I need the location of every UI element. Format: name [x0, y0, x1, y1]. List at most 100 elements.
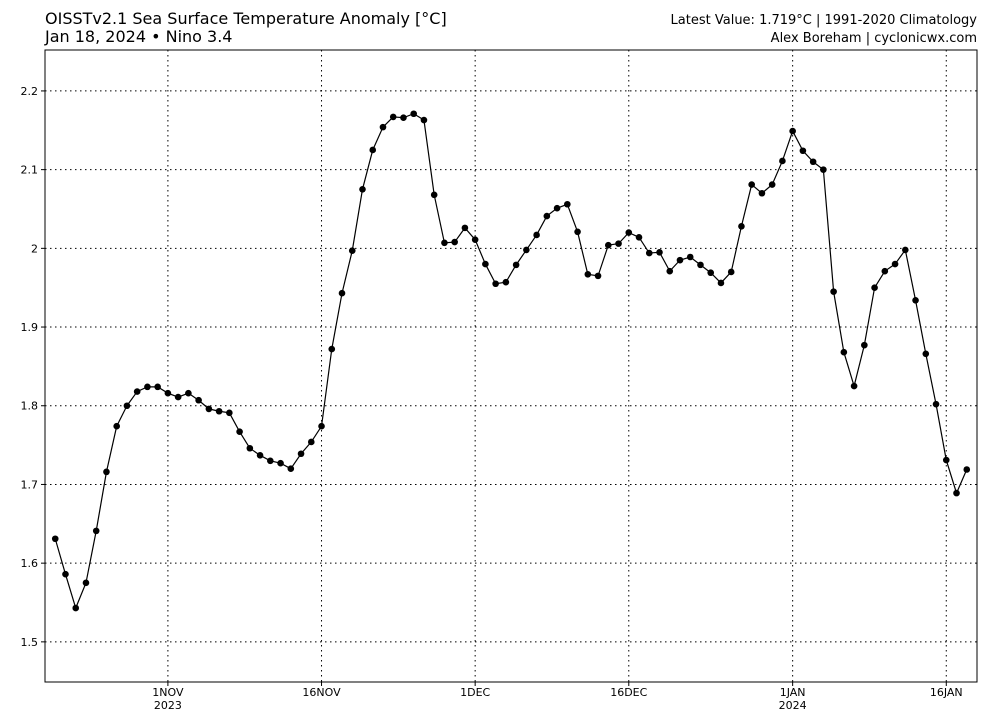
data-point [861, 341, 868, 349]
data-point [584, 271, 592, 278]
data-point [727, 268, 735, 276]
annotation: Latest Value: 1.719°C | 1991-2020 Climat… [671, 13, 978, 28]
data-point [51, 535, 59, 543]
x-tick-label: 1NOV [152, 686, 184, 699]
data-point [195, 396, 202, 404]
data-point [348, 247, 356, 254]
data-point [625, 229, 633, 236]
data-point [553, 204, 561, 212]
data-point [738, 222, 745, 230]
data-point [328, 345, 336, 353]
data-point [758, 189, 766, 197]
data-point [779, 157, 786, 165]
data-point [461, 224, 469, 232]
data-point [707, 269, 715, 277]
data-point [400, 114, 407, 121]
data-point [523, 246, 530, 254]
data-point [850, 382, 858, 390]
data-point [482, 260, 489, 268]
data-point [185, 389, 192, 397]
data-point [768, 181, 776, 188]
data-point [82, 579, 90, 587]
data-point [144, 383, 151, 391]
data-point [246, 444, 254, 452]
data-point [871, 284, 878, 291]
data-point [123, 402, 131, 410]
data-point [389, 113, 397, 121]
data-point [717, 279, 725, 287]
data-line [54, 113, 968, 610]
data-point [369, 146, 377, 154]
data-point [953, 489, 960, 497]
x-tick-label: 16JAN [930, 686, 963, 699]
data-point [113, 422, 120, 430]
data-point [287, 465, 295, 473]
data-point [297, 450, 305, 458]
data-point [103, 468, 110, 476]
chart-subtitle: Jan 18, 2024 • Nino 3.4 [44, 27, 232, 46]
data-point [359, 186, 366, 193]
data-point [471, 236, 479, 243]
data-point [62, 570, 69, 578]
data-point [92, 527, 100, 535]
data-point [676, 256, 684, 264]
data-point [789, 127, 796, 135]
data-point [645, 249, 653, 257]
data-point [820, 166, 827, 173]
data-point [922, 350, 930, 358]
data-point [615, 240, 622, 247]
data-point [666, 267, 674, 275]
data-point [656, 248, 663, 256]
data-point [512, 261, 520, 269]
data-point [267, 457, 274, 465]
y-tick-label: 2 [31, 242, 38, 255]
data-point [277, 459, 284, 467]
data-point [830, 288, 837, 295]
y-tick-label: 2.1 [21, 164, 39, 177]
data-point [420, 116, 428, 124]
data-point [174, 393, 182, 401]
x-tick-year: 2024 [779, 699, 807, 712]
data-point [942, 456, 950, 464]
x-tick-label: 1DEC [460, 686, 490, 699]
y-tick-label: 1.7 [21, 478, 39, 491]
y-tick-label: 1.6 [21, 557, 39, 570]
data-point [891, 260, 899, 268]
data-point [543, 212, 551, 220]
data-point [307, 438, 315, 446]
x-tick-label: 16DEC [610, 686, 647, 699]
data-point [154, 383, 161, 391]
data-point [441, 239, 448, 247]
data-point [430, 191, 438, 199]
data-point [912, 296, 919, 304]
data-point [410, 110, 418, 118]
data-point [564, 200, 571, 208]
data-point [574, 228, 581, 236]
data-point [236, 428, 243, 436]
data-point [215, 407, 223, 415]
data-point [379, 123, 387, 131]
data-point [72, 604, 80, 612]
chart-title: OISSTv2.1 Sea Surface Temperature Anomal… [45, 9, 447, 28]
data-point [318, 422, 325, 430]
data-point [492, 280, 499, 288]
data-point [451, 238, 458, 246]
y-tick-label: 1.9 [21, 321, 39, 334]
data-point [799, 147, 807, 155]
y-tick-label: 1.5 [21, 636, 39, 649]
data-point [338, 289, 346, 297]
data-point [840, 348, 848, 356]
data-point [533, 231, 540, 239]
data-point [809, 158, 817, 166]
data-point [881, 267, 889, 275]
x-tick-year: 2023 [154, 699, 182, 712]
data-point [502, 278, 510, 286]
plot-frame [44, 49, 978, 683]
y-tick-label: 2.2 [21, 85, 39, 98]
data-point [164, 389, 172, 397]
data-point [594, 272, 602, 280]
data-point [748, 181, 755, 188]
data-point [604, 241, 612, 249]
x-tick-label: 1JAN [780, 686, 806, 699]
